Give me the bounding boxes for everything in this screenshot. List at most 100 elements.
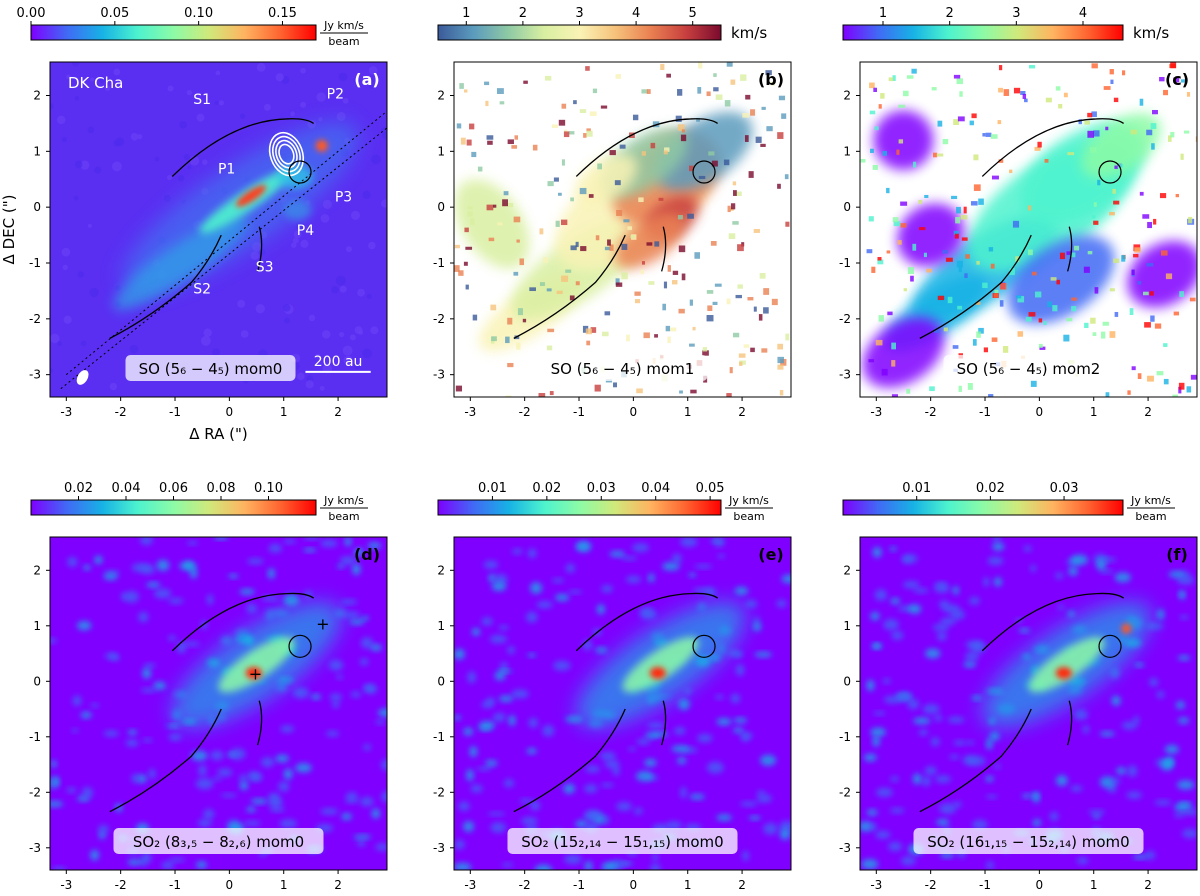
pixel-speck — [726, 62, 733, 67]
pixel-speck — [988, 394, 994, 397]
noise-blob — [1156, 690, 1165, 699]
noise-blob — [529, 800, 541, 811]
pixel-speck — [1038, 318, 1043, 323]
noise-speck — [339, 331, 345, 338]
colorbar-tick-label: 2 — [519, 6, 527, 21]
x-tick-label: -3 — [870, 878, 882, 892]
pixel-speck — [743, 344, 750, 348]
noise-speck — [349, 334, 356, 341]
pixel-speck — [1063, 334, 1070, 342]
noise-blob — [1133, 715, 1140, 725]
noise-blob — [527, 548, 537, 559]
y-tick-label: -3 — [839, 841, 851, 855]
emission-peak — [649, 666, 666, 679]
noise-blob — [220, 793, 237, 798]
y-tick-label: -3 — [433, 368, 445, 382]
noise-blob — [501, 862, 514, 867]
pixel-speck — [958, 266, 962, 273]
pixel-speck — [877, 257, 882, 261]
noise-speck — [297, 372, 305, 381]
noise-blob — [267, 568, 275, 580]
pixel-speck — [777, 364, 784, 370]
pixel-speck — [615, 282, 623, 287]
noise-blob — [918, 729, 929, 736]
pixel-speck — [557, 192, 562, 196]
noise-blob — [971, 695, 982, 701]
pixel-speck — [998, 65, 1003, 71]
beam-ellipse — [76, 370, 89, 385]
colorbar-3: 0.02 0.04 0.06 0.08 0.10 Jy km/s beam — [30, 481, 368, 523]
line-label: SO (5₆ − 4₅) mom1 — [537, 355, 708, 381]
noise-blob — [168, 733, 182, 741]
arc-s3 — [1067, 226, 1073, 272]
pixel-speck — [694, 252, 701, 259]
pixel-speck — [1159, 193, 1167, 199]
pixel-speck — [878, 104, 882, 109]
arc-s1 — [171, 118, 314, 177]
annotation-p1: P1 — [218, 162, 235, 178]
line-label-text: SO₂ (8₃,₅ − 8₂,₆) mom0 — [133, 833, 304, 851]
noise-blob — [1177, 655, 1191, 661]
pixel-speck — [869, 110, 876, 115]
pixel-speck — [702, 350, 709, 356]
noise-speck — [343, 355, 353, 365]
noise-blob — [153, 588, 172, 599]
noise-blob — [341, 813, 352, 821]
pixel-speck — [765, 70, 772, 76]
emission-core — [218, 636, 295, 693]
noise-speck — [218, 100, 225, 106]
pixel-speck — [1093, 130, 1100, 137]
noise-speck — [115, 285, 121, 291]
noise-blob — [584, 784, 598, 794]
arc-s3 — [661, 226, 667, 272]
pixel-speck — [484, 81, 490, 86]
pixel-speck — [464, 227, 469, 233]
noise-blob — [596, 604, 605, 615]
noise-speck — [90, 77, 95, 82]
noise-blob — [1179, 590, 1186, 600]
pixel-speck — [932, 152, 938, 158]
pixel-speck — [957, 116, 965, 122]
pixel-speck — [604, 246, 611, 251]
noise-blob — [986, 738, 993, 750]
arc-s1 — [575, 592, 718, 652]
pixel-speck — [911, 68, 917, 74]
noise-blob — [344, 537, 352, 547]
pixel-speck — [1151, 143, 1155, 150]
colorbar-tick-label: 2 — [946, 6, 954, 21]
noise-speck — [177, 175, 185, 182]
noise-blob — [689, 793, 705, 800]
noise-speck — [166, 174, 172, 181]
pixel-speck — [990, 134, 998, 139]
noise-blob — [246, 558, 264, 565]
noise-speck — [186, 89, 193, 96]
velocity-region — [655, 111, 753, 191]
noise-blob — [1074, 709, 1088, 721]
overlay-0 — [109, 118, 314, 339]
noise-blob — [987, 556, 1004, 566]
pixel-speck — [523, 80, 528, 84]
noise-blob — [1175, 701, 1186, 710]
x-tick-label: 0 — [226, 878, 234, 892]
x-tick-label: 2 — [334, 878, 342, 892]
pixel-speck — [600, 105, 608, 109]
noise-blob — [463, 727, 474, 736]
pixel-speck — [873, 87, 877, 92]
pixel-speck — [778, 95, 786, 101]
pixel-speck — [650, 142, 656, 149]
noise-blob — [586, 809, 602, 821]
noise-speck — [237, 299, 246, 308]
colorbar-unit: km/s — [1133, 24, 1169, 42]
pixel-speck — [1195, 136, 1197, 142]
panel-letter: (e) — [758, 545, 783, 564]
x-tick-label: -1 — [573, 405, 585, 419]
noise-blob — [325, 730, 340, 737]
noise-speck — [56, 115, 66, 125]
y-tick-label: -2 — [839, 785, 851, 799]
pixel-speck — [561, 275, 569, 282]
noise-blob — [345, 792, 358, 800]
overlay-2 — [919, 118, 1124, 339]
y-tick-label: -2 — [29, 312, 41, 326]
noise-blob — [141, 852, 152, 864]
noise-blob — [947, 716, 965, 724]
